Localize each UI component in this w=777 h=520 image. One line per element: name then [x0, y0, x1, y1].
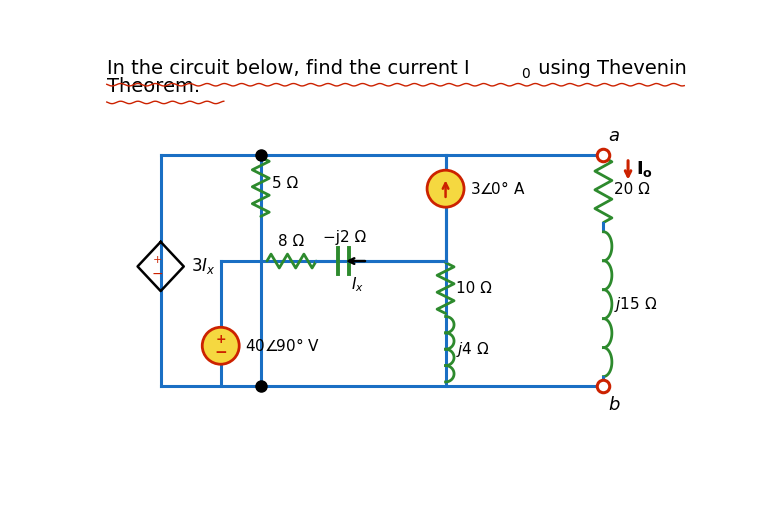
Text: 5 Ω: 5 Ω [271, 176, 298, 191]
Text: 8 Ω: 8 Ω [278, 233, 305, 249]
Text: $j15\ \Omega$: $j15\ \Omega$ [614, 295, 657, 314]
Text: $I_x$: $I_x$ [350, 275, 364, 294]
Text: $j4\ \Omega$: $j4\ \Omega$ [456, 340, 490, 359]
Text: $b$: $b$ [608, 396, 621, 414]
Text: $a$: $a$ [608, 127, 620, 145]
Text: $3\angle\!0°\ \mathrm{A}$: $3\angle\!0°\ \mathrm{A}$ [470, 180, 526, 197]
Text: using Thevenin: using Thevenin [531, 59, 687, 78]
Text: $40\angle\!90°\ \mathrm{V}$: $40\angle\!90°\ \mathrm{V}$ [246, 337, 320, 354]
Text: +: + [215, 333, 226, 346]
Text: 0: 0 [521, 67, 530, 81]
Text: In the circuit below, find the current I: In the circuit below, find the current I [106, 59, 469, 78]
Circle shape [427, 170, 464, 207]
Text: −: − [214, 345, 227, 360]
Text: −: − [152, 266, 163, 280]
Circle shape [202, 327, 239, 364]
Text: $\mathbf{I}_{\mathbf{o}}$: $\mathbf{I}_{\mathbf{o}}$ [636, 159, 653, 179]
Text: −j2 Ω: −j2 Ω [323, 230, 366, 245]
Text: $3I_x$: $3I_x$ [191, 256, 216, 277]
Text: +: + [153, 255, 162, 265]
Text: 20 Ω: 20 Ω [614, 183, 650, 197]
Text: 10 Ω: 10 Ω [456, 280, 492, 295]
Text: Theorem.: Theorem. [106, 76, 200, 96]
